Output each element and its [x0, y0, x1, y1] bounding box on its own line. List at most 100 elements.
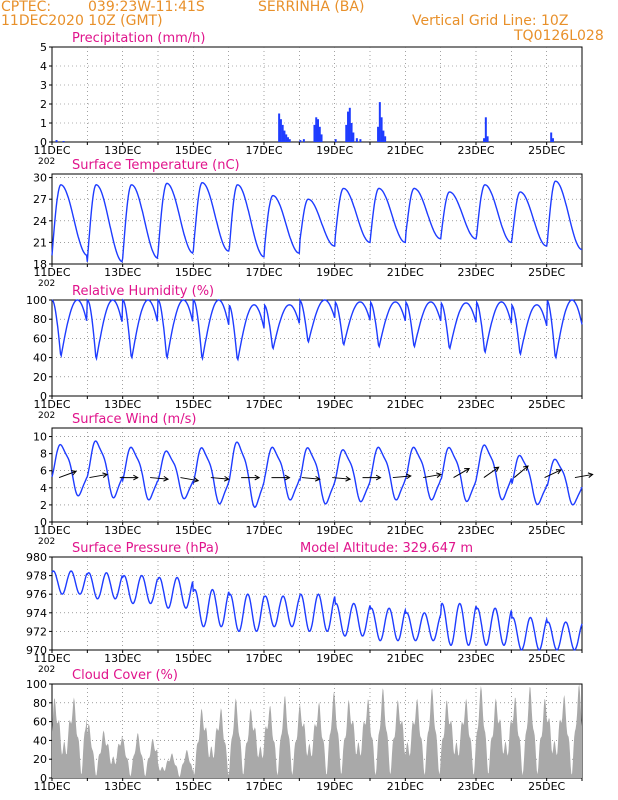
- x-tick-year-clipped: 202: [38, 411, 55, 421]
- y-tick-label: 80: [33, 313, 47, 326]
- x-tick-label: 11DEC: [33, 266, 70, 279]
- header-date: 11DEC2020 10Z (GMT): [1, 13, 163, 29]
- header-code: TQ0126L028: [514, 28, 604, 44]
- wind-vector: [332, 477, 351, 480]
- model-altitude-label: Model Altitude: 329.647 m: [300, 541, 473, 556]
- precip-bar: [299, 140, 302, 142]
- wind-vector-head: [345, 475, 352, 482]
- y-tick-label: 60: [33, 716, 47, 729]
- precip-bar: [550, 132, 553, 142]
- wind-vector: [301, 477, 320, 480]
- precip-bar: [320, 134, 323, 142]
- wind-vector-head: [555, 469, 562, 475]
- panel-frame: [51, 173, 583, 265]
- y-tick-label: 20: [33, 753, 47, 766]
- x-tick-label: 19DEC: [316, 398, 353, 411]
- y-tick-label: 5: [40, 41, 47, 54]
- x-tick-label: 19DEC: [316, 652, 353, 665]
- wind-vector-head: [70, 470, 77, 476]
- precip-bar: [347, 111, 350, 142]
- precip-bar: [302, 139, 305, 142]
- x-tick-label: 17DEC: [245, 652, 282, 665]
- wind-vector-head: [375, 474, 382, 481]
- x-tick-label: 15DEC: [175, 780, 212, 793]
- precip-bar: [377, 126, 380, 142]
- y-tick-label: 978: [26, 570, 47, 583]
- wind-vector-head: [254, 474, 261, 481]
- precip-bar: [378, 102, 381, 142]
- x-tick-label: 25DEC: [528, 398, 565, 411]
- precip-bar: [359, 139, 362, 142]
- x-tick-label: 11DEC: [33, 144, 70, 157]
- y-tick-label: 0: [40, 772, 47, 785]
- wind-vector: [544, 469, 562, 479]
- precip-bar: [283, 130, 286, 142]
- x-tick-year-clipped: 202: [38, 157, 55, 167]
- wind-vector-head: [436, 472, 442, 478]
- x-tick-label: 15DEC: [175, 398, 212, 411]
- x-tick-year-clipped: 202: [38, 665, 55, 675]
- x-tick-label: 15DEC: [175, 266, 212, 279]
- panel-title: Precipitation (mm/h): [72, 31, 205, 46]
- wind-vector: [392, 475, 411, 479]
- y-tick-label: 40: [33, 734, 47, 747]
- cloud-cover-area: [52, 684, 582, 778]
- y-tick-label: 24: [33, 215, 47, 228]
- x-tick-label: 17DEC: [245, 780, 282, 793]
- x-tick-label: 15DEC: [175, 144, 212, 157]
- wind-vector-head: [193, 477, 200, 483]
- y-tick-label: 60: [33, 332, 47, 345]
- series-line: [51, 570, 583, 651]
- wind-vector-head: [223, 475, 230, 482]
- y-tick-label: 10: [33, 431, 47, 444]
- precip-bar: [278, 113, 281, 142]
- x-tick-label: 11DEC: [33, 652, 70, 665]
- precip-bar: [551, 138, 554, 142]
- panel-frame: [51, 427, 583, 523]
- x-tick-label: 25DEC: [528, 780, 565, 793]
- wind-vector-head: [587, 472, 594, 478]
- precip-bar: [382, 130, 385, 142]
- y-tick-label: 21: [33, 236, 47, 249]
- y-tick-label: 976: [26, 588, 47, 601]
- x-tick-label: 17DEC: [245, 144, 282, 157]
- x-tick-label: 25DEC: [528, 144, 565, 157]
- wind-vector: [150, 477, 169, 480]
- x-tick-label: 21DEC: [387, 524, 424, 537]
- y-tick-label: 100: [26, 294, 47, 307]
- precip-bar: [486, 136, 489, 142]
- x-tick-label: 19DEC: [316, 524, 353, 537]
- wind-vector-head: [523, 465, 529, 471]
- precip-bar: [352, 132, 355, 142]
- wind-vector-head: [406, 473, 412, 480]
- wind-vector-head: [133, 474, 139, 481]
- precip-bar: [384, 136, 387, 142]
- x-tick-label: 21DEC: [387, 652, 424, 665]
- wind-vector-head: [493, 466, 500, 472]
- header-station: SERRINHA (BA): [258, 0, 365, 15]
- wind-vector: [574, 473, 593, 479]
- wind-vector-head: [284, 474, 291, 481]
- precip-bar: [62, 141, 65, 142]
- wind-vector: [89, 473, 108, 479]
- x-tick-label: 13DEC: [104, 144, 141, 157]
- y-tick-label: 0: [40, 390, 47, 403]
- x-tick-label: 19DEC: [316, 144, 353, 157]
- x-tick-label: 21DEC: [387, 266, 424, 279]
- precip-bar: [345, 124, 348, 142]
- precip-bar: [279, 119, 282, 142]
- precip-bar: [55, 140, 58, 142]
- x-tick-label: 17DEC: [245, 266, 282, 279]
- precip-bar: [315, 117, 318, 142]
- y-tick-label: 0: [40, 516, 47, 529]
- x-tick-label: 11DEC: [33, 780, 70, 793]
- x-tick-label: 13DEC: [104, 524, 141, 537]
- y-tick-label: 4: [40, 482, 47, 495]
- y-tick-label: 18: [33, 258, 47, 271]
- x-tick-label: 23DEC: [457, 780, 494, 793]
- precip-bar: [348, 107, 351, 142]
- x-tick-label: 21DEC: [387, 780, 424, 793]
- x-tick-label: 13DEC: [104, 780, 141, 793]
- wind-vector: [58, 470, 77, 479]
